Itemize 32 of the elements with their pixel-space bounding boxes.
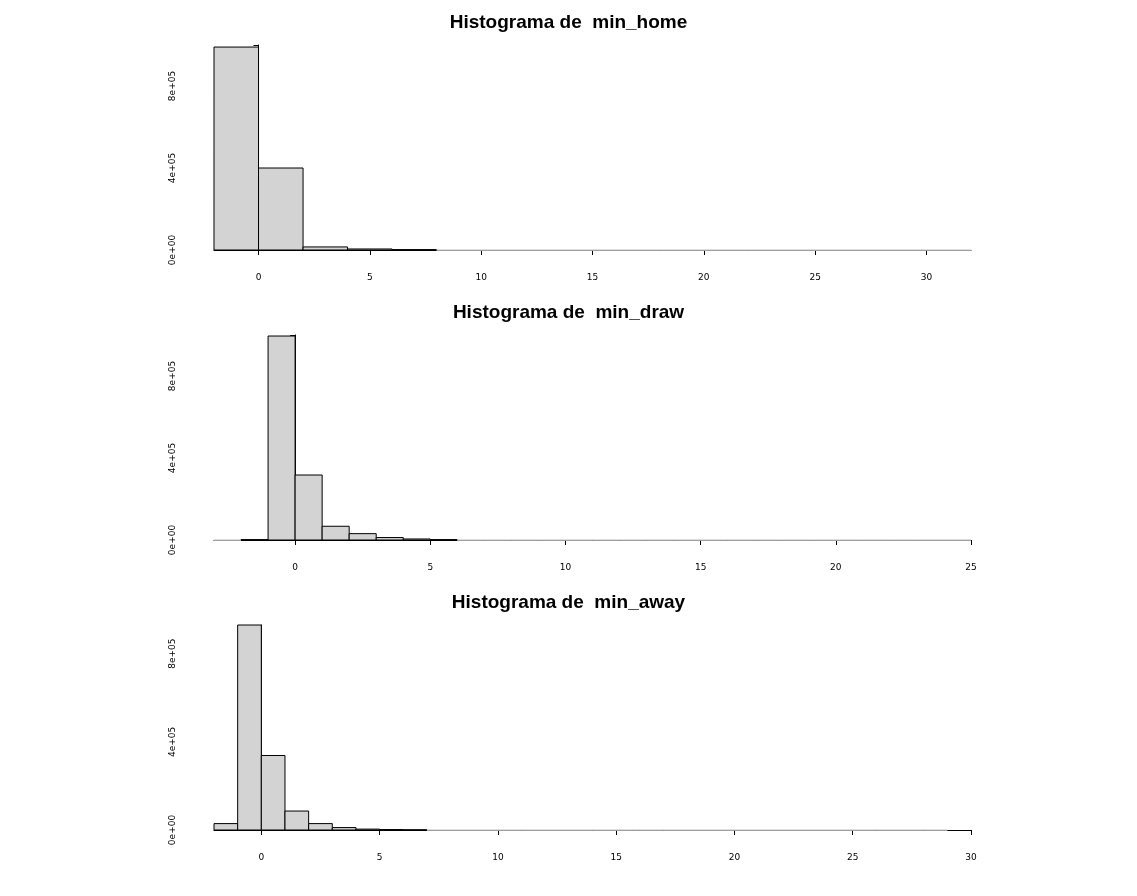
y-tick-label: 8e+05 (166, 360, 177, 392)
x-tick-label: 15 (694, 561, 707, 572)
y-tick-label: 8e+05 (166, 70, 177, 102)
x-tick-label: 0 (258, 851, 265, 862)
x-tick-label: 30 (965, 851, 977, 862)
x-tick-label: 0 (292, 561, 299, 572)
y-tick-label: 0e+00 (166, 524, 177, 556)
x-tick-label: 30 (920, 271, 933, 282)
x-tick-label: 25 (846, 851, 859, 862)
y-tick-label: 4e+05 (166, 442, 177, 474)
y-tick-label: 0e+00 (166, 814, 177, 846)
x-tick-label: 0 (255, 271, 262, 282)
chart-title: Histograma de min_draw (452, 301, 685, 322)
y-tick-label: 0e+00 (166, 234, 177, 266)
chart-title: Histograma de min_home (449, 11, 688, 32)
x-tick-label: 25 (965, 561, 977, 572)
y-tick-label: 8e+05 (166, 638, 177, 669)
x-tick-label: 20 (728, 851, 741, 862)
x-tick-label: 25 (809, 271, 821, 282)
y-tick-label: 4e+05 (166, 152, 177, 184)
x-tick-label: 5 (427, 561, 434, 572)
x-tick-label: 10 (492, 851, 504, 862)
x-tick-label: 5 (376, 851, 383, 862)
chart-title: Histograma de min_away (451, 591, 686, 612)
x-tick-label: 15 (610, 851, 622, 862)
y-tick-label: 4e+05 (166, 726, 177, 757)
x-tick-label: 20 (698, 271, 710, 282)
x-tick-label: 15 (586, 271, 599, 282)
x-tick-label: 10 (475, 271, 488, 282)
x-tick-label: 10 (559, 561, 572, 572)
x-tick-label: 20 (830, 561, 842, 572)
x-tick-label: 5 (366, 271, 373, 282)
